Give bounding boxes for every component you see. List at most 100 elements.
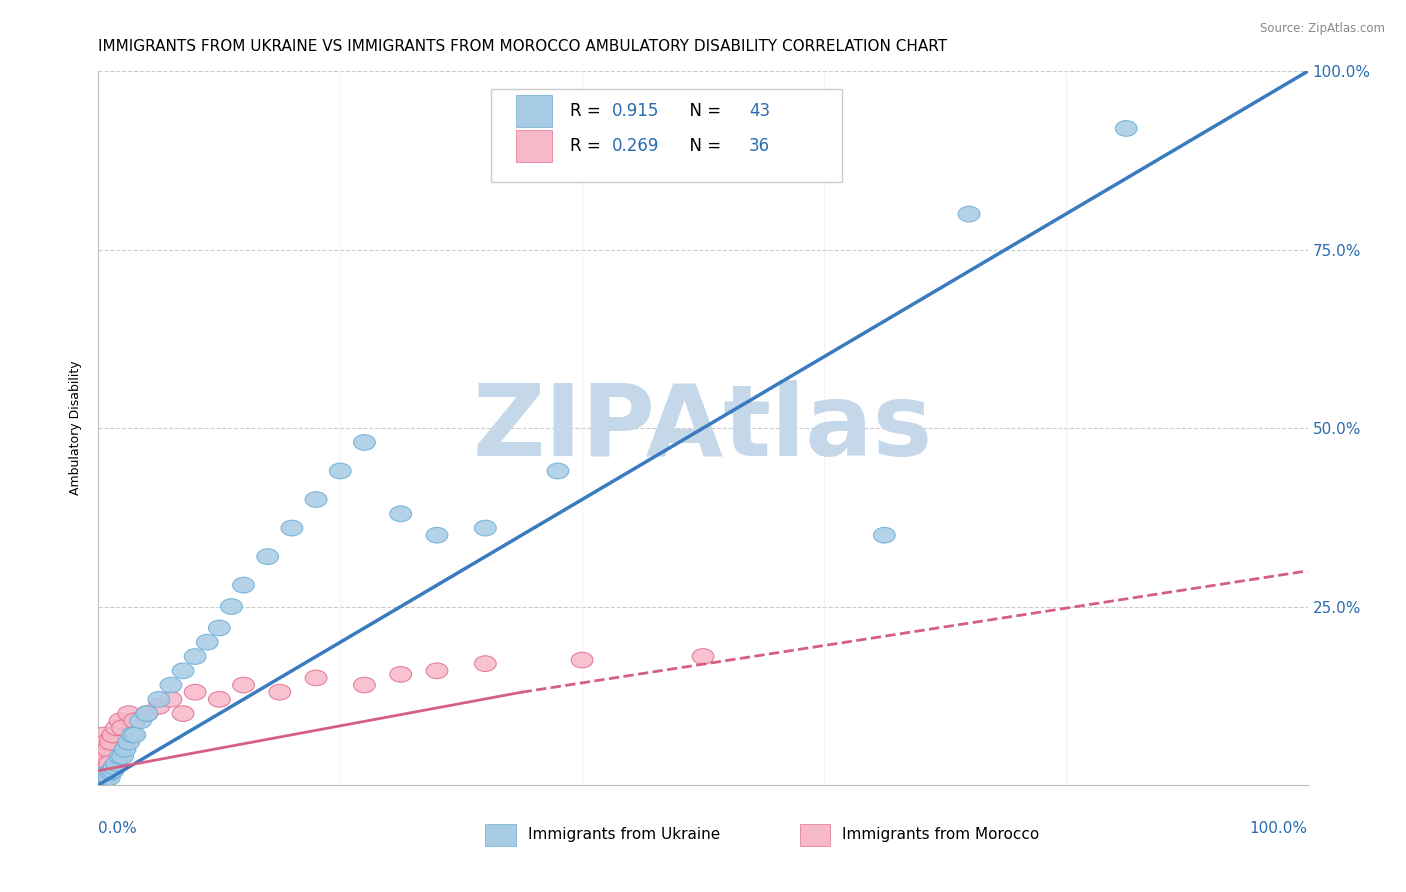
Ellipse shape: [89, 763, 111, 779]
Ellipse shape: [873, 527, 896, 543]
Ellipse shape: [474, 520, 496, 536]
Ellipse shape: [94, 756, 115, 772]
Ellipse shape: [426, 527, 449, 543]
Text: 43: 43: [749, 102, 770, 120]
Ellipse shape: [136, 706, 157, 722]
Ellipse shape: [208, 691, 231, 707]
Ellipse shape: [90, 741, 111, 757]
Ellipse shape: [91, 773, 112, 789]
Ellipse shape: [232, 677, 254, 693]
Text: Immigrants from Morocco: Immigrants from Morocco: [842, 828, 1039, 842]
Ellipse shape: [571, 652, 593, 668]
Ellipse shape: [305, 491, 328, 508]
Ellipse shape: [105, 720, 128, 736]
Ellipse shape: [118, 734, 139, 750]
Text: 0.0%: 0.0%: [98, 821, 138, 836]
Ellipse shape: [96, 769, 118, 784]
Ellipse shape: [172, 663, 194, 679]
Ellipse shape: [281, 520, 302, 536]
Ellipse shape: [110, 713, 131, 729]
FancyBboxPatch shape: [516, 130, 551, 162]
Ellipse shape: [184, 684, 207, 700]
Ellipse shape: [148, 698, 170, 714]
Ellipse shape: [90, 772, 111, 787]
FancyBboxPatch shape: [800, 824, 830, 846]
Ellipse shape: [547, 463, 569, 479]
Ellipse shape: [124, 713, 146, 729]
Text: N =: N =: [679, 137, 725, 155]
Ellipse shape: [91, 734, 112, 750]
Ellipse shape: [305, 670, 328, 686]
Text: N =: N =: [679, 102, 725, 120]
Ellipse shape: [89, 773, 111, 789]
Ellipse shape: [257, 549, 278, 565]
Ellipse shape: [94, 766, 115, 782]
Ellipse shape: [474, 656, 496, 672]
Ellipse shape: [96, 734, 118, 750]
Ellipse shape: [103, 763, 124, 779]
Y-axis label: Ambulatory Disability: Ambulatory Disability: [69, 361, 83, 495]
Ellipse shape: [97, 766, 120, 782]
Ellipse shape: [100, 734, 121, 750]
Ellipse shape: [208, 620, 231, 636]
Ellipse shape: [353, 434, 375, 450]
Ellipse shape: [692, 648, 714, 665]
Ellipse shape: [184, 648, 207, 665]
Ellipse shape: [111, 748, 134, 764]
Ellipse shape: [110, 748, 131, 764]
Ellipse shape: [148, 691, 170, 707]
Ellipse shape: [93, 769, 114, 784]
Ellipse shape: [124, 727, 146, 743]
Ellipse shape: [91, 770, 112, 786]
Ellipse shape: [94, 748, 117, 764]
Text: 0.915: 0.915: [613, 102, 659, 120]
Ellipse shape: [103, 727, 124, 743]
Ellipse shape: [957, 206, 980, 222]
Ellipse shape: [136, 706, 157, 722]
Ellipse shape: [129, 713, 152, 729]
Text: R =: R =: [569, 137, 606, 155]
Ellipse shape: [221, 599, 242, 615]
FancyBboxPatch shape: [492, 89, 842, 182]
Text: 0.269: 0.269: [613, 137, 659, 155]
Ellipse shape: [94, 741, 115, 757]
Ellipse shape: [93, 748, 114, 764]
Ellipse shape: [98, 770, 120, 786]
Ellipse shape: [105, 756, 128, 772]
Ellipse shape: [89, 748, 111, 764]
Text: R =: R =: [569, 102, 606, 120]
Ellipse shape: [232, 577, 254, 593]
Ellipse shape: [94, 770, 117, 786]
Ellipse shape: [160, 677, 181, 693]
Text: ZIPAtlas: ZIPAtlas: [472, 380, 934, 476]
Ellipse shape: [93, 727, 114, 743]
Ellipse shape: [121, 727, 143, 743]
Ellipse shape: [172, 706, 194, 722]
FancyBboxPatch shape: [485, 824, 516, 846]
Ellipse shape: [160, 691, 181, 707]
Ellipse shape: [90, 756, 111, 772]
Ellipse shape: [389, 666, 412, 682]
Ellipse shape: [197, 634, 218, 650]
Ellipse shape: [118, 706, 139, 722]
Text: 100.0%: 100.0%: [1250, 821, 1308, 836]
Ellipse shape: [91, 763, 112, 779]
Text: 36: 36: [749, 137, 770, 155]
Text: Source: ZipAtlas.com: Source: ZipAtlas.com: [1260, 22, 1385, 36]
Ellipse shape: [111, 720, 134, 736]
Ellipse shape: [269, 684, 291, 700]
Ellipse shape: [114, 741, 136, 757]
FancyBboxPatch shape: [516, 95, 551, 127]
Ellipse shape: [97, 741, 120, 757]
Text: Immigrants from Ukraine: Immigrants from Ukraine: [527, 828, 720, 842]
Ellipse shape: [94, 772, 115, 787]
Ellipse shape: [353, 677, 375, 693]
Ellipse shape: [103, 759, 125, 775]
Ellipse shape: [426, 663, 449, 679]
Ellipse shape: [389, 506, 412, 522]
Ellipse shape: [329, 463, 352, 479]
Ellipse shape: [1115, 120, 1137, 136]
Text: IMMIGRANTS FROM UKRAINE VS IMMIGRANTS FROM MOROCCO AMBULATORY DISABILITY CORRELA: IMMIGRANTS FROM UKRAINE VS IMMIGRANTS FR…: [98, 38, 948, 54]
Ellipse shape: [100, 764, 121, 780]
Ellipse shape: [98, 756, 120, 772]
